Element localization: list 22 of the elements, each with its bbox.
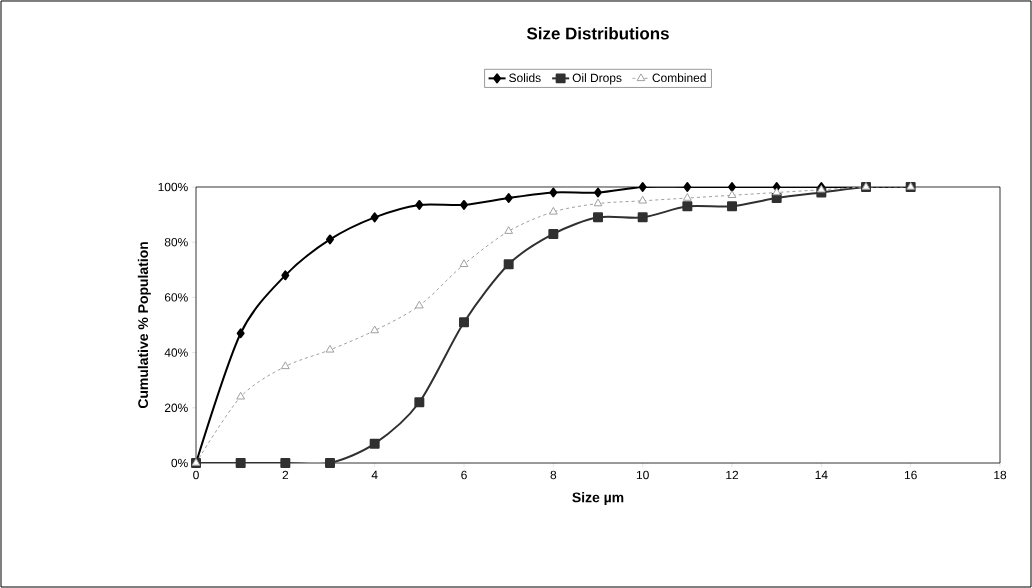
y-tick-label: 0% [171, 458, 188, 468]
x-tick-label: 10 [636, 470, 649, 480]
legend-label: Oil Drops [572, 73, 622, 85]
x-tick-label: 2 [282, 470, 289, 480]
y-tick-label: 60% [164, 293, 188, 302]
chart-title: Size Distributions [526, 27, 669, 40]
x-tick-label: 14 [815, 470, 828, 479]
x-tick-label: 12 [726, 470, 739, 480]
x-tick-label: 6 [461, 470, 467, 480]
y-axis-title: Cumulative % Population [137, 242, 151, 409]
x-tick-label: 8 [550, 470, 557, 480]
y-tick-label: 40% [164, 348, 188, 357]
x-tick-label: 4 [371, 470, 378, 479]
y-tick-label: 100% [158, 182, 188, 192]
x-tick-label: 0 [193, 470, 199, 480]
y-tick-label: 20% [164, 403, 188, 413]
legend-label: Combined [652, 73, 706, 83]
x-tick-label: 18 [994, 470, 1007, 480]
legend-label: Solids [509, 73, 541, 83]
y-tick-label: 80% [164, 237, 188, 247]
x-tick-label: 16 [904, 470, 917, 480]
x-axis-title: Size µm [572, 492, 624, 506]
